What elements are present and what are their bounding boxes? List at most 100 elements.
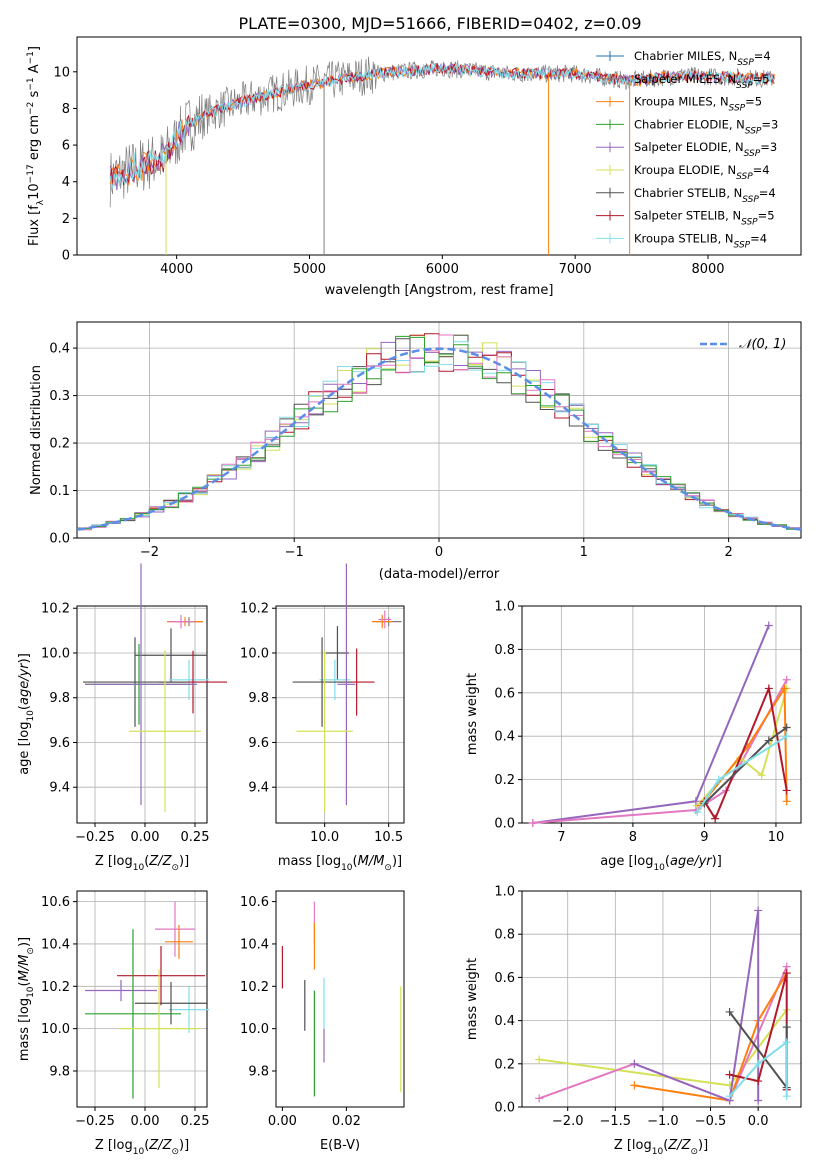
age_vs_Z-ytick-label: 10.2 <box>41 602 70 617</box>
weight_vs_Z-marker <box>782 1038 791 1047</box>
spectrum-legend-label-part: =4 <box>754 49 771 63</box>
spectrum-ylabel-part: s <box>27 90 42 101</box>
mass_vs_Z-xtick-label: −0.25 <box>75 1114 115 1129</box>
mass_vs_EBV-errorbars <box>281 901 402 1097</box>
spectrum-legend-label-part: =3 <box>760 140 777 154</box>
spectrum-xtick-label: 4000 <box>160 262 193 277</box>
spectrum-legend-label-part: =5 <box>758 209 775 223</box>
residuals-ytick-label: 0.1 <box>49 484 70 499</box>
weight_vs_Z-ytick-label: 0.8 <box>494 928 515 943</box>
spectrum-legend-label: Salpeter ELODIE, NSSP=3 <box>634 140 777 159</box>
spectrum-legend-label-part: Salpeter ELODIE, N <box>634 140 744 154</box>
age-vs-Z-ylabel-part: age [log <box>17 722 32 775</box>
spectrum-legend-label-part: SSP <box>734 240 751 250</box>
mass_vs_EBV-ytick-label: 10.6 <box>240 895 269 910</box>
weight_vs_Z-line-elodie_salpeter <box>634 910 760 1102</box>
age-vs-Z-xlabel-part: 10 <box>133 863 145 873</box>
gaussian-legend-label: 𝒩(0, 1) <box>739 337 786 352</box>
spectrum-legend-label: Kroupa ELODIE, NSSP=4 <box>634 163 770 182</box>
spectrum-legend-label-part: =4 <box>750 231 767 245</box>
residuals-xtick-label: 2 <box>724 545 732 560</box>
spectrum-title: PLATE=0300, MJD=51666, FIBERID=0402, z=0… <box>238 14 641 33</box>
residual-hist-pink <box>77 334 801 531</box>
weight_vs_age-ytick-label: 0.8 <box>494 643 515 658</box>
spectrum-legend-label-part: Chabrier STELIB, N <box>634 186 742 200</box>
weight_vs_age-marker <box>691 797 700 806</box>
spectrum-legend-label-part: SSP <box>736 81 753 91</box>
weight_vs_age-marker <box>782 786 791 795</box>
weight_vs_age-xtick-label: 7 <box>557 830 565 845</box>
mass-vs-Z-xlabel-part: ⊙ <box>171 1147 179 1157</box>
mass_vs_Z-ytick-label: 10.0 <box>41 1022 70 1037</box>
weight_vs_Z-marker <box>535 1094 544 1103</box>
age_vs_Z-ytick-label: 9.6 <box>49 736 70 751</box>
spectrum-ytick-label: 10 <box>53 65 70 80</box>
spectrum-xtick-label: 6000 <box>426 262 459 277</box>
age-vs-Z-ylabel-part: )] <box>17 653 32 663</box>
weight_vs_age-ytick-label: 0.6 <box>494 686 515 701</box>
spectrum-legend-label-part: SSP <box>737 58 754 68</box>
weight_vs_Z-ytick-label: 1.0 <box>494 885 515 900</box>
mass-vs-Z-xlabel-part: Z/Z <box>148 1138 172 1153</box>
weight-vs-Z-xlabel-part: Z [log <box>614 1138 652 1153</box>
age-vs-Z-xlabel-part: Z [log <box>95 854 133 869</box>
mass_vs_EBV-ytick-label: 9.8 <box>248 1065 269 1080</box>
weight_vs_age-marker <box>764 621 773 630</box>
spectrum-ytick-label: 4 <box>62 175 70 190</box>
age_vs_Z-errorbars <box>83 563 227 812</box>
spectrum-ylabel-part: −1 <box>26 51 36 64</box>
weight-vs-age-xlabel-part: age [log <box>600 854 653 869</box>
mass_vs_Z-xtick-label: 0.00 <box>131 1114 160 1129</box>
weight_vs_Z-marker <box>630 1081 639 1090</box>
age_vs_mass-ytick-label: 10.2 <box>240 602 269 617</box>
spectrum-legend-label-part: Chabrier ELODIE, N <box>634 117 745 131</box>
weight-vs-age-xlabel-part: )] <box>712 854 722 869</box>
weight_vs_Z-marker <box>725 1007 734 1016</box>
weight-vs-Z-xlabel: Z [log10(Z/Z⊙)] <box>614 1138 708 1157</box>
mass-vs-Z-ylabel-part: ⊙ <box>26 947 36 955</box>
age-vs-Z-xlabel: Z [log10(Z/Z⊙)] <box>95 854 189 873</box>
weight_vs_Z-xtick-label: −0.5 <box>695 1114 727 1129</box>
weight_vs_age-marker <box>782 723 791 732</box>
weight_vs_Z-xtick-label: 0.0 <box>748 1114 769 1129</box>
spectrum-legend-label-part: SSP <box>741 218 758 228</box>
weight_vs_Z-xtick-label: −1.5 <box>600 1114 632 1129</box>
weight-vs-Z-xlabel-part: Z/Z <box>667 1138 691 1153</box>
spectrum-legend-label-part: Salpeter STELIB, N <box>634 209 741 223</box>
weight_vs_age-line-elodie_salpeter <box>532 625 770 824</box>
weight-vs-age-xlabel-part: 10 <box>653 863 665 873</box>
spectrum-legend-label: Kroupa STELIB, NSSP=4 <box>634 231 767 250</box>
age_vs_Z-ytick-label: 9.4 <box>49 781 70 796</box>
gaussian-curve <box>76 347 802 531</box>
mass_vs_EBV-ytick-label: 10.2 <box>240 980 269 995</box>
weight_vs_age-marker <box>764 684 773 693</box>
spectrum-ytick-label: 6 <box>62 139 70 154</box>
weight_vs_Z-line-stelib_kroupa <box>728 1040 788 1097</box>
weight_vs_age-frame <box>521 605 802 824</box>
mass-vs-Z-ylabel-part: ( <box>17 981 32 986</box>
weight_vs_Z-marker <box>754 1059 763 1068</box>
spectrum-ylabel-part: Flux [f <box>27 205 42 246</box>
age_vs_mass-ytick-label: 10.0 <box>240 646 269 661</box>
weight_vs_age-line-pink <box>532 679 788 824</box>
residuals-xtick-label: 1 <box>580 545 588 560</box>
residual-hist-elodie_chabrier <box>77 335 801 530</box>
spectrum-legend-label-part: Chabrier MILES, N <box>634 49 737 63</box>
age-vs-Z-xlabel-part: ( <box>144 854 149 869</box>
weight_vs_age-marker <box>780 684 789 693</box>
weight_vs_Z-ytick-label: 0.6 <box>494 971 515 986</box>
mass_vs_Z-ytick-label: 10.2 <box>41 980 70 995</box>
age-vs-mass-xlabel-part: mass [log <box>278 854 341 869</box>
spectrum-legend-label-part: Kroupa MILES, N <box>634 95 729 109</box>
mass-vs-Z-ylabel-part: )] <box>17 937 32 947</box>
spectrum-legend-label: Chabrier ELODIE, NSSP=3 <box>634 117 778 136</box>
mass_vs_Z-frame <box>76 890 208 1108</box>
age-vs-mass-xlabel-part: )] <box>392 854 402 869</box>
age-vs-Z-xlabel-part: Z/Z <box>148 854 172 869</box>
mass-vs-EBV-xlabel: E(B-V) <box>320 1138 360 1153</box>
age_vs_Z-xtick-label: −0.25 <box>75 830 115 845</box>
spectrum-ytick-label: 0 <box>62 249 70 264</box>
spectrum-legend-label: Chabrier STELIB, NSSP=4 <box>634 186 776 205</box>
mass-vs-Z-ylabel-part: mass [log <box>17 998 32 1061</box>
